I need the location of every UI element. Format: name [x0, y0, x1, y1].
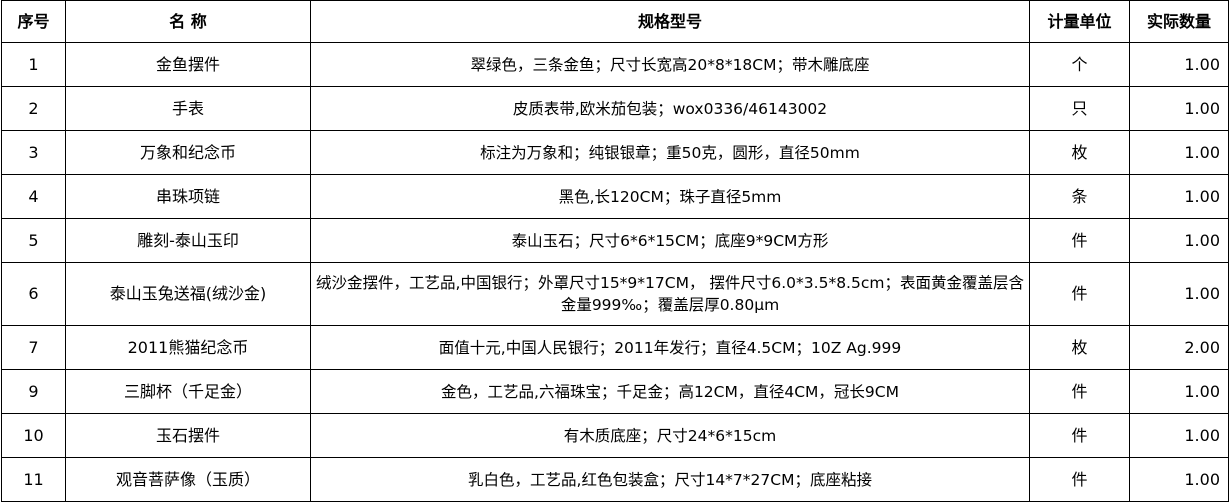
row-qty: 2.00 [1129, 325, 1229, 370]
row-unit: 件 [1029, 369, 1130, 414]
row-qty: 1.00 [1129, 457, 1229, 502]
table-row: 7 2011熊猫纪念币 面值十元,中国人民银行；2011年发行；直径4.5CM；10… [1, 325, 1229, 370]
table-row: 3 万象和纪念币 标注为万象和；纯银银章；重50克，圆形，直径50mm 枚 1.00 [1, 130, 1229, 175]
table-row: 5 雕刻-泰山玉印 泰山玉石；尺寸6*6*15CM；底座9*9CM方形件 1.00 [1, 218, 1229, 263]
table-row: 11 观音菩萨像（玉质） 乳白色，工艺品,红色包装盒；尺寸14*7*27CM；底座粘… [1, 457, 1229, 502]
table-row: 6 泰山玉兔送福(绒沙金) 绒沙金摆件，工艺品,中国银行；外罩尺寸15*9*17CM… [1, 262, 1229, 326]
row-unit: 件 [1029, 218, 1130, 263]
row-name: 手表 [65, 86, 311, 131]
row-no: 1 [1, 42, 66, 87]
row-name: 三脚杯（千足金） [65, 369, 311, 414]
row-no: 7 [1, 325, 66, 370]
row-spec: 泰山玉石；尺寸6*6*15CM；底座9*9CM方形 [310, 218, 1030, 263]
row-no: 5 [1, 218, 66, 263]
row-qty: 1.00 [1129, 174, 1229, 219]
row-unit: 件 [1029, 262, 1130, 326]
row-no: 10 [1, 413, 66, 458]
row-name: 雕刻-泰山玉印 [65, 218, 311, 263]
row-qty: 1.00 [1129, 130, 1229, 175]
row-qty: 1.00 [1129, 262, 1229, 326]
row-unit: 只 [1029, 86, 1130, 131]
row-spec: 黑色,长120CM；珠子直径5mm [310, 174, 1030, 219]
row-name: 串珠项链 [65, 174, 311, 219]
row-qty: 1.00 [1129, 42, 1229, 87]
row-unit: 个 [1029, 42, 1130, 87]
row-no: 11 [1, 457, 66, 502]
row-spec: 绒沙金摆件，工艺品,中国银行；外罩尺寸15*9*17CM， 摆件尺寸6.0*3.… [310, 262, 1030, 326]
row-name: 泰山玉兔送福(绒沙金) [65, 262, 311, 326]
row-no: 9 [1, 369, 66, 414]
row-unit: 件 [1029, 457, 1130, 502]
row-qty: 1.00 [1129, 86, 1229, 131]
header-no: 序号 [1, 0, 66, 43]
row-spec: 有木质底座；尺寸24*6*15cm [310, 413, 1030, 458]
header-spec: 规格型号 [310, 0, 1030, 43]
table-row: 1 金鱼摆件 翠绿色，三条金鱼；尺寸长宽高20*8*18CM；带木雕底座个 1.00 [1, 42, 1229, 87]
row-no: 3 [1, 130, 66, 175]
row-spec: 乳白色，工艺品,红色包装盒；尺寸14*7*27CM；底座粘接 [310, 457, 1030, 502]
row-no: 4 [1, 174, 66, 219]
row-qty: 1.00 [1129, 218, 1229, 263]
header-qty: 实际数量 [1129, 0, 1229, 43]
row-name: 2011熊猫纪念币 [65, 325, 311, 370]
header-name: 名 称 [65, 0, 311, 43]
row-spec: 皮质表带,欧米茄包装；wox0336/46143002 [310, 86, 1030, 131]
row-spec: 面值十元,中国人民银行；2011年发行；直径4.5CM；10Z Ag.999 [310, 325, 1030, 370]
row-unit: 枚 [1029, 325, 1130, 370]
row-name: 玉石摆件 [65, 413, 311, 458]
table-row: 2 手表 皮质表带,欧米茄包装；wox0336/46143002 只 1.00 [1, 86, 1229, 131]
table-row: 9 三脚杯（千足金） 金色，工艺品,六福珠宝；千足金；高12CM，直径4CM，冠长9… [1, 369, 1229, 414]
row-spec: 金色，工艺品,六福珠宝；千足金；高12CM，直径4CM，冠长9CM [310, 369, 1030, 414]
row-unit: 条 [1029, 174, 1130, 219]
row-spec: 翠绿色，三条金鱼；尺寸长宽高20*8*18CM；带木雕底座 [310, 42, 1030, 87]
table-row: 4 串珠项链 黑色,长120CM；珠子直径5mm 条 1.00 [1, 174, 1229, 219]
header-row: 序号 名 称 规格型号 计量单位 实际数量 [1, 0, 1229, 43]
table-row: 10 玉石摆件 有木质底座；尺寸24*6*15cm 件 1.00 [1, 413, 1229, 458]
row-qty: 1.00 [1129, 369, 1229, 414]
row-name: 观音菩萨像（玉质） [65, 457, 311, 502]
row-name: 金鱼摆件 [65, 42, 311, 87]
row-name: 万象和纪念币 [65, 130, 311, 175]
row-qty: 1.00 [1129, 413, 1229, 458]
row-spec: 标注为万象和；纯银银章；重50克，圆形，直径50mm [310, 130, 1030, 175]
row-no: 2 [1, 86, 66, 131]
row-no: 6 [1, 262, 66, 326]
row-unit: 件 [1029, 413, 1130, 458]
row-unit: 枚 [1029, 130, 1130, 175]
header-unit: 计量单位 [1029, 0, 1130, 43]
